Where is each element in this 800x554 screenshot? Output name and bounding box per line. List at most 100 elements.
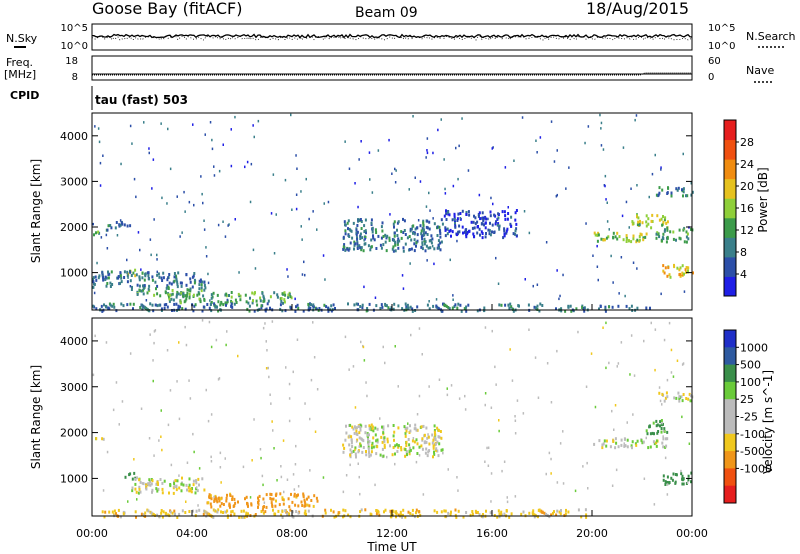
vel-regions-cell [401,515,404,519]
power-regions-cell [138,276,141,280]
velocity-colorbar-tick-label: -100 [740,428,765,441]
power-regions-speckle [624,294,626,298]
power-regions-speckle [558,297,560,301]
vel-regions-cell [482,513,484,516]
vel-regions-speckle [602,326,604,329]
vel-regions-speckle [251,459,253,462]
vel-regions-cell [431,441,434,445]
power-regions-cell [132,271,135,275]
power-regions-cell [283,300,286,304]
vel-regions-cell [397,445,400,449]
vel-regions-cell [411,439,414,443]
power-regions-cell [539,302,542,306]
power-regions-cell [251,301,254,305]
vel-regions-cell [678,395,681,399]
power-regions-speckle [323,202,325,205]
power-regions-speckle [222,220,224,223]
power-regions-cell [164,291,167,295]
power-regions-cell [344,248,347,252]
velocity-heatmap-cells [92,319,694,519]
power-regions-cell [690,193,693,197]
power-regions-cell [206,303,209,306]
vel-regions-speckle [141,482,144,485]
vel-regions-cell [690,480,692,484]
vel-regions-cell [330,508,332,512]
power-regions-speckle [428,191,430,195]
power-regions-cell [497,216,500,220]
power-regions-cell [687,237,690,241]
power-regions-speckle [556,193,558,197]
power-regions-speckle [660,166,662,169]
vel-regions-speckle [643,477,646,480]
vel-regions-cell [212,508,215,512]
vel-regions-cell [344,438,347,442]
velocity-colorbar-swatch [724,399,736,417]
vel-regions-speckle [456,476,458,479]
vel-regions-cell [181,509,184,513]
vel-regions-speckle [185,343,188,347]
vel-regions-speckle [386,455,388,459]
vel-regions-cell [282,502,285,506]
power-regions-cell [172,298,175,302]
power-regions-cell [381,305,384,309]
power-regions-cell [375,231,378,234]
power-regions-cell [95,307,98,311]
power-regions-speckle [188,200,191,204]
vel-regions-cell [409,448,412,452]
noise-panel: N.Sky 10^5 10^0 10^5 10^0 N.Search [6,23,796,52]
vel-regions-cell [415,508,418,512]
power-regions-cell [410,238,413,242]
power-regions-cell [457,212,460,216]
power-regions-cell [312,303,315,307]
power-regions-cell [497,222,500,226]
power-regions-cell [599,305,602,308]
vel-regions-cell [426,436,429,440]
vel-regions-cell [131,489,134,493]
power-regions-cell [381,229,384,233]
power-regions-speckle [545,241,548,244]
vel-regions-cell [229,494,232,497]
power-regions-cell [348,235,351,238]
power-regions-cell [494,222,497,226]
power-regions-cell [203,297,206,301]
vel-regions-speckle [365,381,367,384]
vel-regions-cell [593,442,596,446]
vel-regions-cell [213,497,216,500]
power-regions-cell [146,291,149,295]
power-regions-cell [638,238,641,242]
vel-regions-cell [117,508,120,512]
power-regions-cell [307,305,310,309]
vel-regions-speckle [112,408,115,412]
vel-regions-speckle [556,481,559,484]
vel-regions-cell [383,436,386,440]
vel-regions-cell [156,513,159,517]
power-regions-cell [385,236,388,240]
vel-regions-cell [231,509,234,513]
power-regions-cell [283,298,286,302]
vel-regions-cell [102,437,105,441]
vel-regions-cell [220,502,223,506]
power-regions-cell [265,307,268,311]
power-regions-cell [508,307,511,311]
power-regions-cell [443,214,446,218]
power-regions-cell [428,239,431,243]
power-regions-cell [151,278,154,282]
power-regions-cell [166,305,169,309]
power-regions-cell [685,266,688,269]
vel-regions-cell [685,397,688,400]
power-regions-speckle [176,195,178,198]
power-regions-cell [478,227,481,231]
vel-regions-speckle [668,321,671,325]
power-regions-cell [429,246,432,250]
vel-regions-cell [349,453,352,457]
vel-regions-cell [408,443,411,447]
vel-regions-cell [660,430,663,434]
power-regions-cell [176,280,179,284]
power-regions-cell [415,241,418,245]
vel-regions-cell [601,446,604,450]
vel-regions-cell [175,488,178,492]
vel-regions-cell [348,443,351,447]
vel-regions-cell [687,474,690,478]
